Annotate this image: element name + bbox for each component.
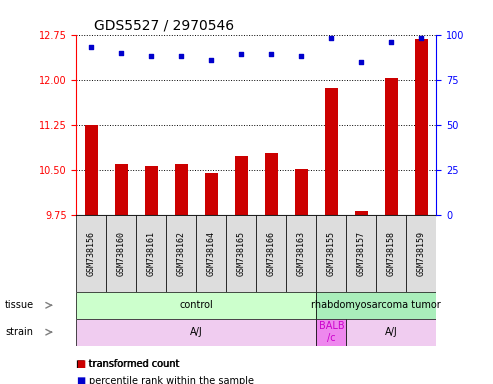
Bar xyxy=(317,319,346,346)
Bar xyxy=(235,156,248,215)
Text: rhabdomyosarcoma tumor: rhabdomyosarcoma tumor xyxy=(312,300,441,310)
Point xyxy=(117,50,125,56)
Point xyxy=(357,59,365,65)
Bar xyxy=(354,211,368,215)
Text: GSM738163: GSM738163 xyxy=(297,231,306,276)
Bar xyxy=(76,215,106,292)
Bar xyxy=(346,215,376,292)
Bar xyxy=(385,78,398,215)
Text: BALB
/c: BALB /c xyxy=(318,321,344,343)
Text: GSM738158: GSM738158 xyxy=(387,231,396,276)
Point xyxy=(177,53,185,59)
Point xyxy=(267,51,275,58)
Bar xyxy=(115,164,128,215)
Bar xyxy=(415,40,428,215)
Text: GSM738155: GSM738155 xyxy=(327,231,336,276)
Text: GSM738157: GSM738157 xyxy=(357,231,366,276)
Text: GSM738165: GSM738165 xyxy=(237,231,246,276)
Text: percentile rank within the sample: percentile rank within the sample xyxy=(89,376,254,384)
Point xyxy=(387,39,395,45)
Bar xyxy=(376,215,406,292)
Text: ■ transformed count: ■ transformed count xyxy=(76,359,179,369)
Bar xyxy=(76,319,317,346)
Text: strain: strain xyxy=(5,327,33,337)
Bar xyxy=(196,215,226,292)
Point xyxy=(87,44,95,50)
Bar xyxy=(85,125,98,215)
Point xyxy=(238,51,246,58)
Bar xyxy=(106,215,137,292)
Bar xyxy=(286,215,317,292)
Bar xyxy=(295,169,308,215)
Bar xyxy=(175,164,188,215)
Text: control: control xyxy=(179,300,213,310)
Point xyxy=(208,57,215,63)
Bar xyxy=(76,292,317,319)
Text: transformed count: transformed count xyxy=(89,359,179,369)
Text: GSM738162: GSM738162 xyxy=(177,231,186,276)
Bar xyxy=(205,173,218,215)
Bar xyxy=(324,88,338,215)
Bar xyxy=(226,215,256,292)
Text: GDS5527 / 2970546: GDS5527 / 2970546 xyxy=(95,18,235,32)
Text: ■: ■ xyxy=(76,376,86,384)
Bar xyxy=(265,153,278,215)
Bar xyxy=(137,215,167,292)
Bar xyxy=(317,292,436,319)
Point xyxy=(327,35,335,41)
Text: A/J: A/J xyxy=(385,327,398,337)
Bar xyxy=(346,319,436,346)
Bar xyxy=(317,215,346,292)
Text: GSM738164: GSM738164 xyxy=(207,231,216,276)
Text: tissue: tissue xyxy=(5,300,34,310)
Bar xyxy=(144,166,158,215)
Text: GSM738159: GSM738159 xyxy=(417,231,426,276)
Point xyxy=(297,53,305,59)
Point xyxy=(147,53,155,59)
Bar xyxy=(166,215,196,292)
Text: A/J: A/J xyxy=(190,327,203,337)
Bar xyxy=(406,215,436,292)
Text: ■: ■ xyxy=(76,359,86,369)
Text: GSM738166: GSM738166 xyxy=(267,231,276,276)
Text: GSM738161: GSM738161 xyxy=(147,231,156,276)
Point xyxy=(418,35,425,41)
Text: GSM738160: GSM738160 xyxy=(117,231,126,276)
Bar xyxy=(256,215,286,292)
Text: GSM738156: GSM738156 xyxy=(87,231,96,276)
